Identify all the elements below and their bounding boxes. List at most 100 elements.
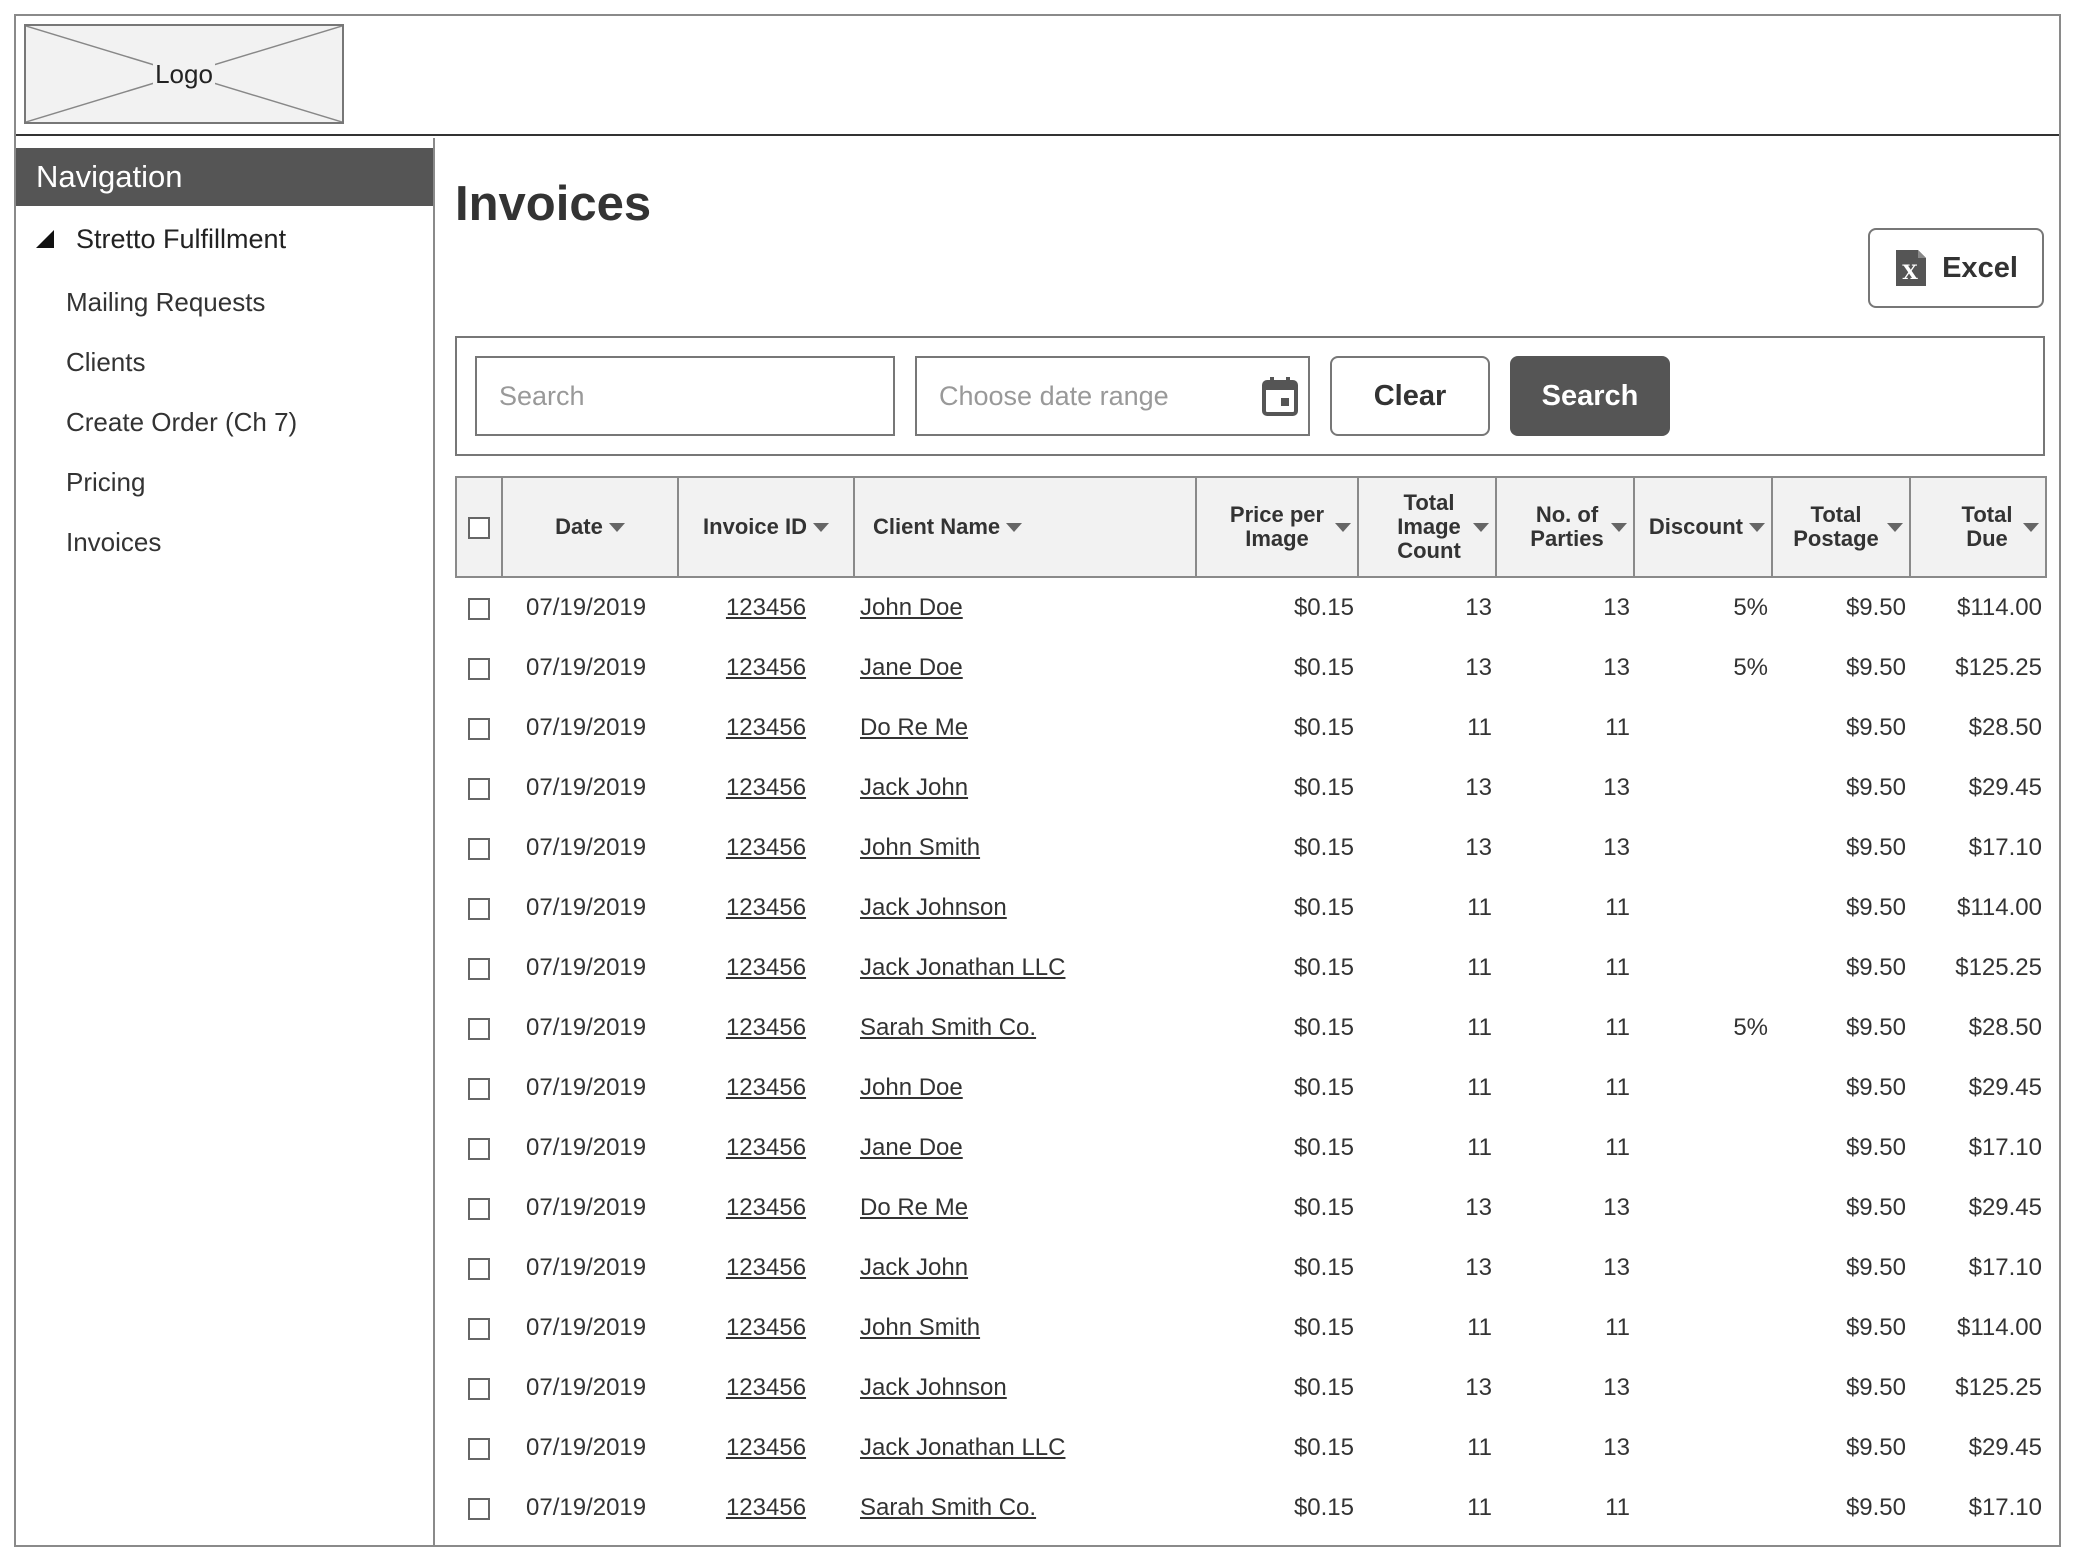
column-header-total-image-count[interactable]: Total Image Count [1357, 476, 1497, 578]
cell-invoice-id: 123456 [678, 638, 854, 698]
client-name-link[interactable]: Sarah Smith Co. [860, 1014, 1037, 1041]
client-name-link[interactable]: Jack John [860, 774, 969, 801]
sort-arrow-icon[interactable] [1006, 522, 1023, 532]
client-name-link[interactable]: John Doe [860, 1074, 963, 1101]
sort-arrow-icon[interactable] [1887, 522, 1903, 532]
client-name-link[interactable]: Do Re Me [860, 714, 969, 741]
row-checkbox[interactable] [468, 1077, 490, 1100]
date-range-picker[interactable] [915, 356, 1310, 436]
cell-total-image-count: 13 [1465, 834, 1492, 861]
row-checkbox[interactable] [468, 1137, 490, 1160]
client-name-link[interactable]: Jack Jonathan LLC [860, 1434, 1066, 1461]
cell-total-postage: $9.50 [1845, 1194, 1906, 1221]
row-select-cell [456, 1238, 502, 1298]
row-checkbox[interactable] [468, 717, 490, 740]
column-header-client-name[interactable]: Client Name [853, 476, 1197, 578]
row-checkbox[interactable] [468, 837, 490, 860]
nav-group-stretto-fulfillment[interactable]: Stretto Fulfillment [16, 206, 433, 272]
sidebar-item-invoices[interactable]: Invoices [66, 526, 162, 557]
cell-invoice-id: 123456 [678, 1178, 854, 1238]
invoice-id-link[interactable]: 123456 [725, 1074, 807, 1101]
row-checkbox[interactable] [468, 1317, 490, 1340]
client-name-link[interactable]: John Smith [860, 1314, 981, 1341]
client-name-link[interactable]: Sarah Smith Co. [860, 1494, 1037, 1521]
sort-arrow-icon[interactable] [1611, 522, 1627, 532]
sidebar-item-mailing-requests[interactable]: Mailing Requests [66, 286, 266, 317]
select-all-checkbox[interactable] [468, 517, 490, 540]
cell-date: 07/19/2019 [526, 1134, 647, 1161]
client-name-link[interactable]: Jack Johnson [860, 1374, 1007, 1401]
column-header-discount[interactable]: Discount [1633, 476, 1773, 578]
invoice-id-link[interactable]: 123456 [725, 594, 807, 621]
row-select-cell [456, 1058, 502, 1118]
invoice-id-link[interactable]: 123456 [725, 1254, 807, 1281]
invoice-id-link[interactable]: 123456 [725, 1014, 807, 1041]
client-name-link[interactable]: Jane Doe [860, 654, 963, 681]
cell-date: 07/19/2019 [526, 714, 647, 741]
invoice-id-link[interactable]: 123456 [725, 714, 807, 741]
column-header-total-postage[interactable]: Total Postage [1771, 476, 1911, 578]
column-header-no-of-parties[interactable]: No. of Parties [1495, 476, 1635, 578]
invoice-id-link[interactable]: 123456 [725, 834, 807, 861]
row-checkbox[interactable] [468, 597, 490, 620]
cell-total-due: $17.10 [1968, 1254, 2042, 1281]
column-header-price-per-image[interactable]: Price per Image [1195, 476, 1359, 578]
client-name-link[interactable]: Do Re Me [860, 1194, 969, 1221]
row-checkbox[interactable] [468, 897, 490, 920]
sort-arrow-icon[interactable] [1749, 522, 1765, 532]
cell-invoice-id: 123456 [678, 698, 854, 758]
invoice-id-link[interactable]: 123456 [725, 954, 807, 981]
search-button[interactable]: Search [1510, 356, 1670, 436]
cell-client-name: Jack John [854, 758, 1196, 818]
row-checkbox[interactable] [468, 957, 490, 980]
invoice-id-link[interactable]: 123456 [725, 774, 807, 801]
client-name-link[interactable]: Jack Jonathan LLC [860, 954, 1066, 981]
row-checkbox[interactable] [468, 777, 490, 800]
sort-arrow-icon[interactable] [2023, 522, 2039, 532]
invoice-id-link[interactable]: 123456 [725, 654, 807, 681]
row-select-cell [456, 938, 502, 998]
sidebar-item-clients[interactable]: Clients [66, 346, 146, 377]
calendar-icon[interactable] [1260, 375, 1300, 422]
invoice-id-link[interactable]: 123456 [725, 1494, 807, 1521]
column-header-date[interactable]: Date [501, 476, 679, 578]
cell-total-image-count: 11 [1467, 1494, 1492, 1521]
cell-price-per-image: $0.15 [1293, 834, 1354, 861]
excel-export-button[interactable]: X Excel [1868, 228, 2044, 308]
cell-no-of-parties: 11 [1605, 714, 1630, 741]
clear-button[interactable]: Clear [1330, 356, 1490, 436]
date-range-input[interactable] [917, 358, 1291, 434]
sidebar-item-pricing[interactable]: Pricing [66, 466, 146, 497]
cell-price-per-image: $0.15 [1293, 1434, 1354, 1461]
invoice-id-link[interactable]: 123456 [725, 894, 807, 921]
row-checkbox[interactable] [468, 1257, 490, 1280]
row-checkbox[interactable] [468, 1437, 490, 1460]
column-header-invoice-id[interactable]: Invoice ID [677, 476, 855, 578]
sort-arrow-icon[interactable] [1473, 522, 1489, 532]
row-checkbox[interactable] [468, 1197, 490, 1220]
expand-triangle-icon[interactable] [36, 230, 54, 248]
row-checkbox[interactable] [468, 1377, 490, 1400]
invoice-id-link[interactable]: 123456 [725, 1314, 807, 1341]
search-input[interactable] [475, 356, 895, 436]
row-checkbox[interactable] [468, 1497, 490, 1520]
row-checkbox[interactable] [468, 657, 490, 680]
invoice-id-link[interactable]: 123456 [725, 1374, 807, 1401]
invoice-id-link[interactable]: 123456 [725, 1194, 807, 1221]
column-header-total-due[interactable]: Total Due [1909, 476, 2047, 578]
sidebar-item-create-order[interactable]: Create Order (Ch 7) [66, 406, 298, 437]
row-checkbox[interactable] [468, 1017, 490, 1040]
sort-arrow-icon[interactable] [608, 522, 625, 532]
client-name-link[interactable]: Jane Doe [860, 1134, 963, 1161]
client-name-link[interactable]: John Smith [860, 834, 981, 861]
sort-arrow-icon[interactable] [812, 522, 829, 532]
invoice-id-link[interactable]: 123456 [725, 1134, 807, 1161]
client-name-link[interactable]: Jack Johnson [860, 894, 1007, 921]
invoice-id-link[interactable]: 123456 [725, 1434, 807, 1461]
sort-arrow-icon[interactable] [1335, 522, 1351, 532]
client-name-link[interactable]: Jack John [860, 1254, 969, 1281]
table-row: 07/19/2019 123456 John Smith $0.15 11 11 $9.50… [456, 1298, 2046, 1358]
client-name-link[interactable]: John Doe [860, 594, 963, 621]
cell-date: 07/19/2019 [526, 1194, 647, 1221]
cell-date: 07/19/2019 [526, 1434, 647, 1461]
